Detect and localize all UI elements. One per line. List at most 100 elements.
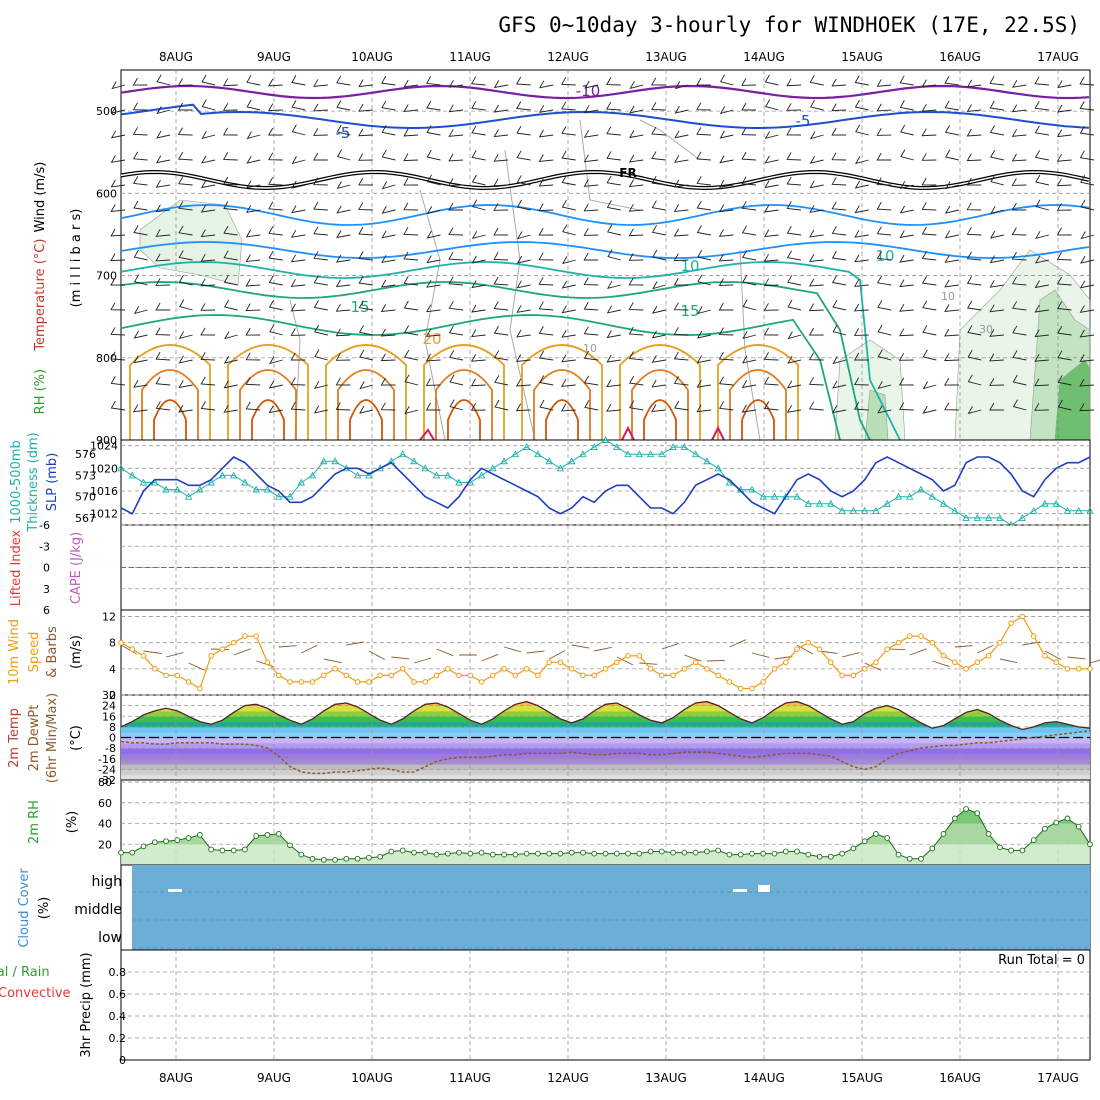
- thickness-marker: [331, 457, 339, 465]
- wind-barb: [628, 154, 644, 163]
- precip-plot: 0.8 0.6 0.4 0.2 0: [109, 950, 1090, 1067]
- freezing-level-inner: [120, 171, 1090, 189]
- contour-label: FR: [619, 166, 636, 180]
- speed-label: Speed: [27, 632, 42, 673]
- wind-barb: [989, 230, 1005, 239]
- wind-barb: [403, 202, 419, 211]
- wind-speed-marker: [1053, 659, 1059, 666]
- wind-barb: [584, 105, 599, 114]
- rh-marker: [985, 831, 992, 837]
- contour-label: 10: [941, 290, 955, 303]
- wind-barb: [718, 376, 734, 386]
- thickness-marker: [838, 506, 846, 514]
- wind-barb: [966, 177, 982, 186]
- wind-barb: [246, 75, 261, 86]
- wind-barb: [967, 406, 982, 415]
- wind-barb: [358, 226, 373, 236]
- thickness-marker: [410, 457, 418, 465]
- wind-barb: [448, 325, 464, 336]
- wind-speed-marker: [456, 672, 462, 679]
- wind-barb: [155, 253, 171, 262]
- wind-barb: [314, 349, 328, 361]
- wind-barb: [877, 300, 892, 311]
- wind-barb: [245, 205, 261, 213]
- thickness-marker: [443, 471, 452, 479]
- wind-barb: [470, 353, 486, 362]
- wind-barb: [651, 200, 666, 211]
- wind-barb: [516, 305, 531, 313]
- wind-barb-10m: [954, 645, 973, 648]
- wind-barb: [899, 100, 914, 111]
- wind-barb: [223, 380, 238, 389]
- wind-barb: [426, 174, 441, 186]
- wind-barb: [899, 75, 914, 86]
- wind-barb: [133, 176, 148, 186]
- wind-speed-marker: [185, 679, 192, 685]
- wind-barb: [921, 275, 937, 286]
- wind-barb: [561, 77, 576, 86]
- wind-barb: [966, 251, 982, 261]
- wind-barb: [110, 253, 126, 262]
- wind-speed-marker: [1030, 633, 1037, 640]
- isotherm-30: [153, 399, 187, 440]
- temp-tick-label: -16: [98, 753, 116, 766]
- wind-barb: [313, 79, 328, 87]
- wind-barb: [673, 253, 689, 262]
- wind-barb: [110, 155, 126, 163]
- cloud-panel: high middle low Cloud Cover (%): [17, 864, 1091, 951]
- wind-barb-10m: [819, 650, 838, 654]
- temp-color-band: [121, 774, 1090, 780]
- wind-barb: [831, 226, 847, 236]
- wind-barb: [313, 152, 328, 161]
- thickness-marker: [703, 457, 711, 465]
- wind-speed-marker: [614, 659, 620, 666]
- thickness-marker: [680, 443, 689, 451]
- wind-barb: [313, 300, 328, 311]
- wind-barb: [201, 99, 216, 111]
- wind-barb: [899, 181, 914, 189]
- wind-speed-marker: [873, 659, 879, 666]
- rh-marker: [433, 851, 440, 858]
- wind-barb-10m: [909, 648, 927, 656]
- wind-barb: [245, 377, 261, 386]
- wind-speed-marker: [940, 653, 947, 659]
- thickness-marker: [669, 443, 677, 451]
- wind-barb: [201, 155, 216, 164]
- wind-barb: [606, 126, 621, 136]
- wind-barb: [493, 227, 509, 236]
- wind-barb: [855, 124, 869, 136]
- wind-barb: [561, 256, 576, 265]
- wind-barb: [944, 255, 959, 263]
- wind-barb: [1034, 378, 1049, 387]
- dewpt-ylabel: 2m DewPt: [27, 705, 42, 772]
- wind-barb: [787, 331, 802, 340]
- wind-barb: [110, 376, 126, 386]
- wind-barb: [763, 278, 779, 287]
- wind-barb-10m: [751, 652, 770, 658]
- wind-speed-marker: [591, 672, 598, 679]
- thickness-marker: [815, 499, 824, 507]
- wind-speed-marker: [737, 685, 744, 692]
- wind-barb: [267, 78, 283, 87]
- wind-barb: [494, 399, 509, 411]
- wind-barb: [448, 153, 464, 162]
- wind-barb: [606, 330, 621, 339]
- wind-tick-label: 12: [102, 611, 116, 624]
- wind-barb: [1034, 101, 1049, 111]
- wind-speed-marker: [411, 679, 417, 685]
- wind-barb: [899, 230, 914, 239]
- thickness-ylabel-1: 1000-500mb: [9, 440, 24, 524]
- wind-barb: [1011, 202, 1027, 211]
- wind-barb: [832, 380, 847, 389]
- wind-barb: [967, 325, 982, 336]
- wind-barb: [808, 377, 824, 386]
- thickness-marker: [872, 506, 880, 514]
- wind-barb: [472, 199, 486, 211]
- wind-barb: [335, 303, 351, 312]
- contour-label: 15: [680, 302, 699, 320]
- wind-barb: [201, 131, 216, 140]
- wind-barb-10m: [684, 654, 702, 662]
- wind-barb: [471, 280, 486, 289]
